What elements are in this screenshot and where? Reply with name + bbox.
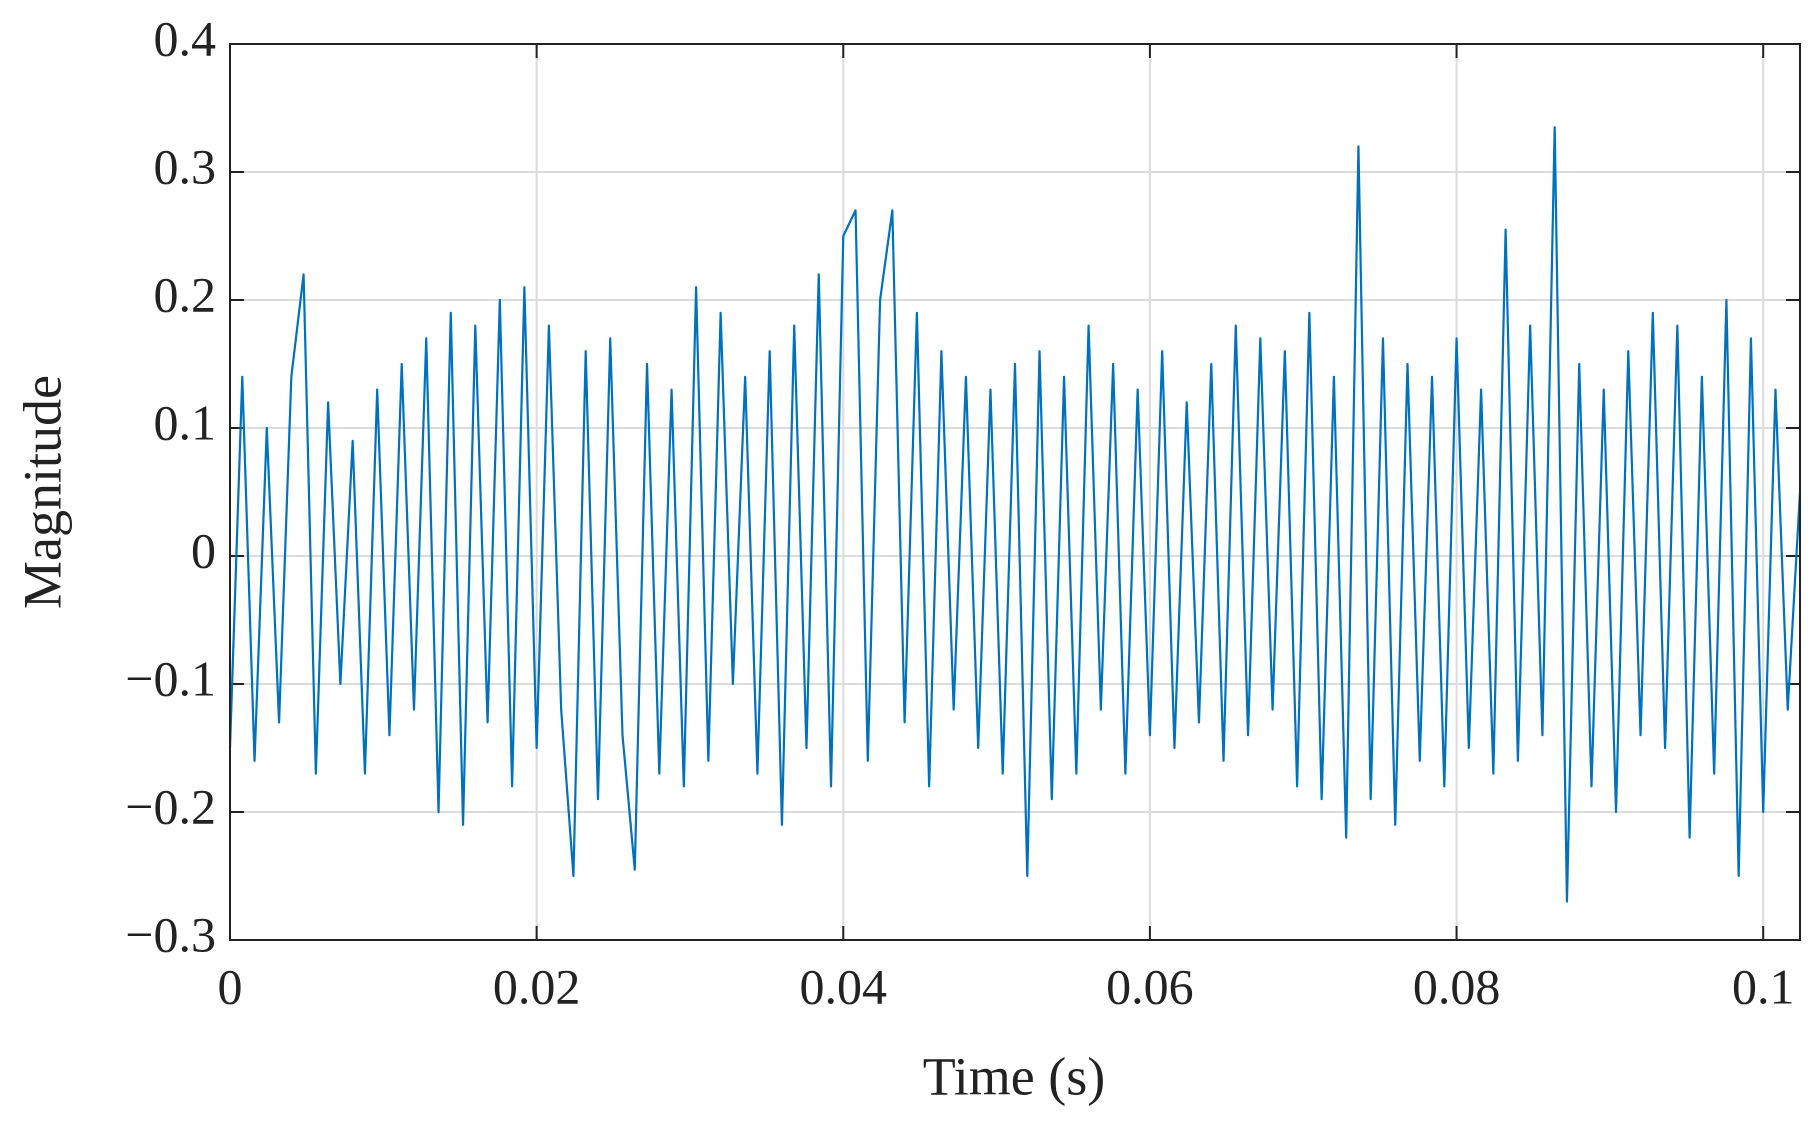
- x-tick-label: 0.08: [1413, 958, 1501, 1014]
- x-axis-label: Time (s): [923, 1046, 1106, 1106]
- y-tick-label: 0: [191, 522, 216, 578]
- line: [228, 126, 1802, 903]
- y-tick-label: −0.1: [125, 650, 216, 706]
- y-tick-label: 0.1: [154, 394, 217, 450]
- y-tick-label: −0.2: [125, 778, 216, 834]
- x-tick-label: 0: [218, 958, 243, 1014]
- y-tick-label: 0.4: [154, 10, 217, 66]
- y-tick-label: 0.2: [154, 266, 217, 322]
- x-tick-label: 0.02: [493, 958, 581, 1014]
- x-tick-label: 0.06: [1106, 958, 1194, 1014]
- x-tick-label: 0.1: [1732, 958, 1795, 1014]
- y-tick-label: −0.3: [125, 906, 216, 962]
- x-tick-label: 0.04: [800, 958, 888, 1014]
- y-axis-label: Magnitude: [12, 375, 72, 609]
- y-tick-label: 0.3: [154, 138, 217, 194]
- plot-frame: [229, 43, 1801, 941]
